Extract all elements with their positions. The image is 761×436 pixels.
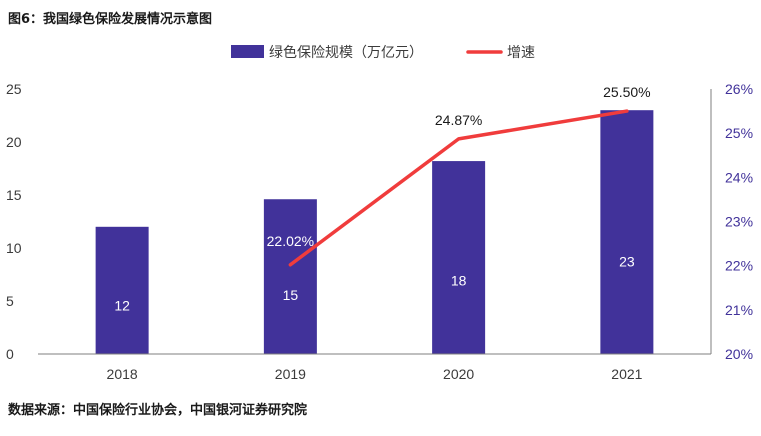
bar-label-2020: 18	[451, 273, 467, 289]
figure-source: 数据来源：中国保险行业协会，中国银河证券研究院	[8, 403, 308, 418]
left-y-tick-label: 10	[6, 240, 22, 256]
right-y-tick-label: 25%	[725, 125, 753, 141]
left-y-tick-label: 0	[6, 346, 14, 362]
line-label-2019: 22.02%	[267, 233, 314, 249]
right-y-tick-label: 22%	[725, 258, 753, 274]
bar-2019	[263, 199, 317, 354]
legend-label-bar: 绿色保险规模（万亿元）	[269, 44, 423, 60]
x-tick-label: 2021	[611, 366, 642, 382]
legend-swatch-bar	[231, 45, 264, 58]
legend-label-line: 增速	[507, 44, 535, 60]
bar-2021	[600, 110, 654, 354]
chart-axes: 2018 2019 2020 2021 0 5 10 15 20 25 20% 21% 22% 23% 24…	[6, 81, 753, 382]
left-y-tick-label: 15	[6, 187, 22, 203]
line-label-2020: 24.87%	[435, 112, 482, 128]
bar-2018	[95, 226, 149, 354]
right-y-tick-label: 24%	[725, 169, 753, 185]
right-y-tick-label: 26%	[725, 81, 753, 97]
bar-label-2021: 23	[619, 253, 635, 269]
left-y-tick-label: 25	[6, 81, 22, 97]
x-tick-label: 2019	[275, 366, 306, 382]
bar-label-2019: 15	[283, 287, 299, 303]
growth-rate-line	[288, 109, 629, 267]
x-tick-label: 2018	[107, 366, 138, 382]
right-y-tick-label: 23%	[725, 214, 753, 230]
line-data-labels: 22.02% 24.87% 25.50%	[267, 84, 651, 249]
figure-title: 图6：我国绿色保险发展情况示意图	[8, 12, 213, 27]
left-y-tick-label: 20	[6, 134, 22, 150]
bar-label-2018: 12	[114, 298, 130, 314]
right-y-tick-label: 20%	[725, 346, 753, 362]
right-y-tick-label: 21%	[725, 302, 753, 318]
chart-legend: 绿色保险规模（万亿元） 增速	[231, 44, 535, 60]
bar-series	[95, 110, 654, 354]
left-y-tick-label: 5	[6, 293, 14, 309]
x-tick-label: 2020	[443, 366, 474, 382]
bar-data-labels: 12 15 18 23	[114, 253, 635, 313]
bar-2020	[432, 161, 486, 354]
line-label-2021: 25.50%	[603, 84, 650, 100]
line-series	[288, 109, 629, 267]
